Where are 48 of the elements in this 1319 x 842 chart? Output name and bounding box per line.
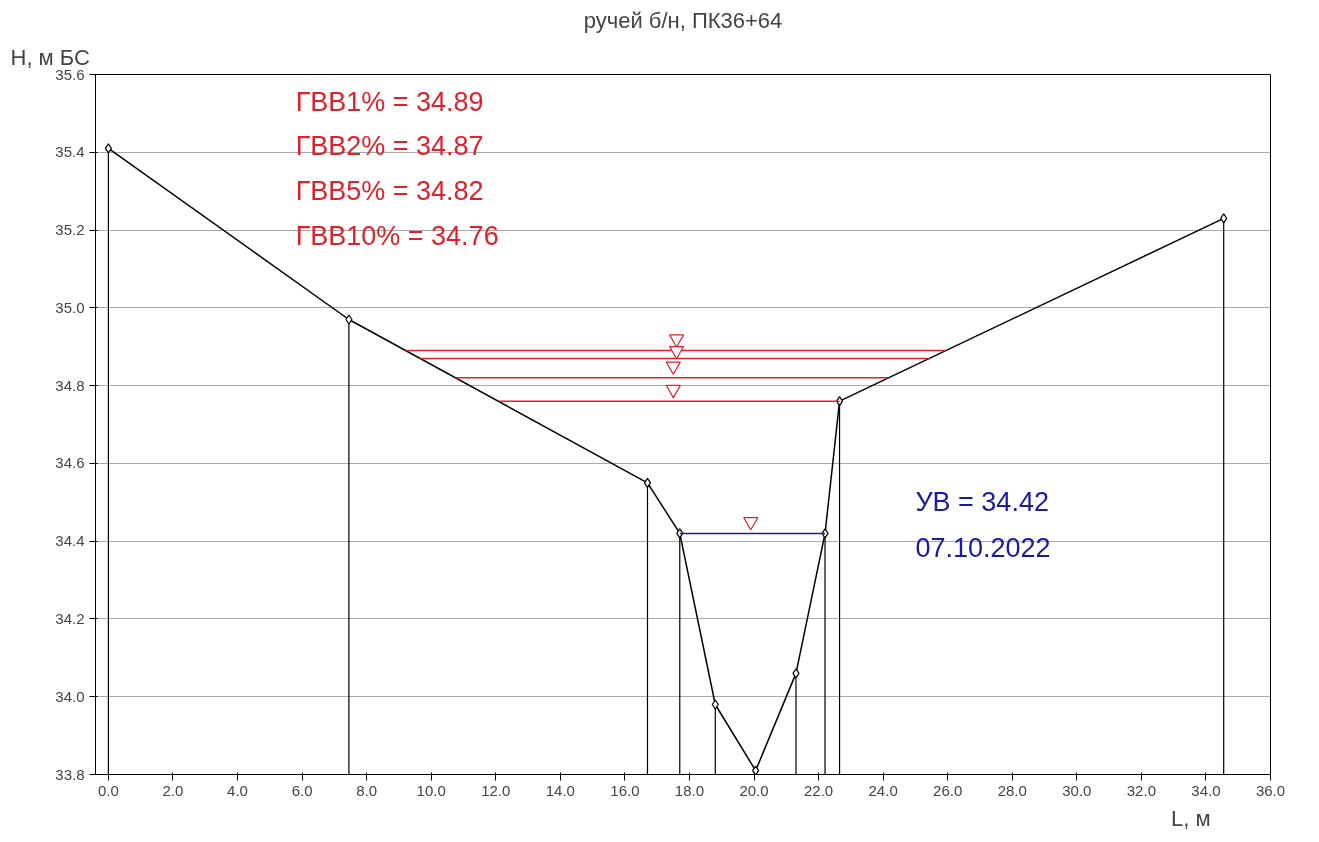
point <box>104 143 113 154</box>
x-tick-label: 4.0 <box>227 781 248 799</box>
x-tick-label: 22.0 <box>803 781 834 799</box>
x-tick-label: 14.0 <box>545 781 575 799</box>
x-tick-label: 0.0 <box>97 781 119 799</box>
point <box>711 699 719 710</box>
x-tick-label: 12.0 <box>481 781 511 799</box>
annotation: ГВВ2% = 34.87 <box>295 131 484 162</box>
point <box>668 345 685 360</box>
point <box>752 765 760 775</box>
x-tick-label: 34.0 <box>1191 781 1221 799</box>
point <box>743 517 759 531</box>
x-tick-label: 36.0 <box>1255 781 1286 799</box>
x-tick-label: 28.0 <box>997 781 1027 799</box>
x-tick-label: 30.0 <box>1062 781 1092 799</box>
y-tick-label: 35.0 <box>55 298 85 316</box>
x-tick-label: 32.0 <box>1126 781 1156 799</box>
point <box>665 361 681 375</box>
annotation: ГВВ5% = 34.82 <box>295 176 484 207</box>
x-tick-label: 18.0 <box>674 781 705 799</box>
x-tick-label: 26.0 <box>933 781 963 799</box>
point <box>668 334 685 348</box>
point <box>1220 213 1228 224</box>
x-tick-label: 20.0 <box>739 781 769 799</box>
point <box>665 384 681 399</box>
y-tick-label: 33.8 <box>55 765 85 783</box>
x-axis-title: L, м <box>1170 805 1211 831</box>
y-tick-label: 34.8 <box>55 376 85 394</box>
annotation: ГВВ10% = 34.76 <box>295 220 499 251</box>
y-tick-label: 35.4 <box>55 143 85 161</box>
x-tick-label: 10.0 <box>416 781 446 799</box>
x-tick-label: 16.0 <box>610 781 640 799</box>
chart-title: ручей б/н, ПК36+64 <box>583 7 783 33</box>
y-tick-label: 34.4 <box>55 532 85 550</box>
y-tick-label: 34.2 <box>55 609 85 627</box>
y-tick-label: 34.0 <box>55 687 85 705</box>
annotation: ГВВ1% = 34.89 <box>295 86 484 117</box>
point <box>643 477 652 488</box>
x-tick-label: 2.0 <box>162 781 184 799</box>
x-tick-label: 6.0 <box>291 781 313 799</box>
x-tick-label: 24.0 <box>868 781 898 799</box>
point <box>345 314 353 325</box>
annotation: УВ = 34.42 <box>915 487 1049 518</box>
y-tick-label: 35.2 <box>55 221 85 239</box>
y-tick-label: 34.6 <box>55 454 85 472</box>
annotation: 07.10.2022 <box>915 532 1051 563</box>
x-tick-label: 8.0 <box>356 781 378 799</box>
point <box>792 668 800 679</box>
